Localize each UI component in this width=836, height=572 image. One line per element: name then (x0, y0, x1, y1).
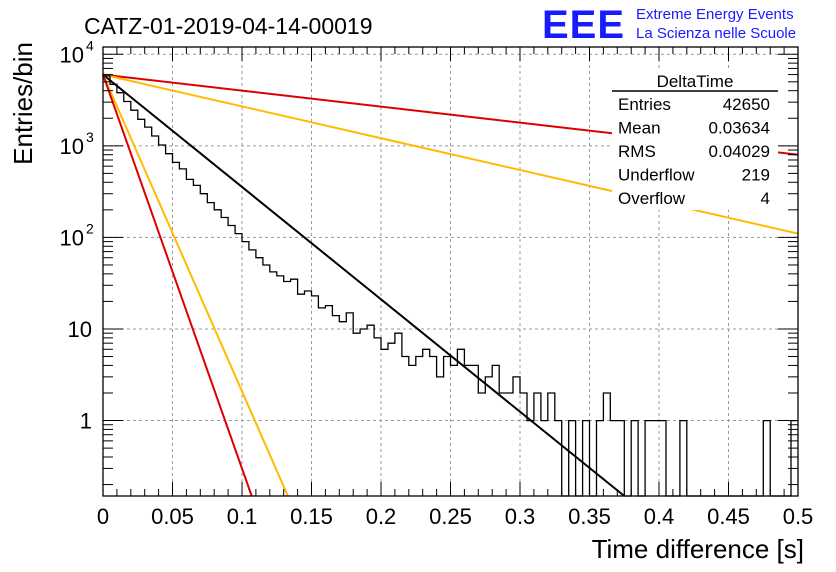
y-axis-label: Entries/bin (8, 42, 38, 165)
y-tick-label: 10 (68, 317, 92, 342)
stats-row-label: Mean (618, 119, 661, 138)
stats-row-value: 42650 (723, 95, 770, 114)
y-tick-label: 10 (60, 134, 84, 159)
x-tick-label: 0.1 (227, 504, 258, 529)
stats-box-title: DeltaTime (657, 72, 734, 91)
stats-row-value: 4 (761, 189, 770, 208)
eee-logo-mark: EEE (542, 3, 625, 47)
x-axis-ticks: 0 0.05 0.1 0.15 0.2 0.25 0.3 0.35 0.4 0.45 0.5 (97, 47, 813, 529)
x-tick-label: 0.15 (290, 504, 333, 529)
stats-row-label: Overflow (618, 189, 686, 208)
x-axis-label: Time difference [s] (592, 534, 804, 564)
x-tick-label: 0.4 (644, 504, 675, 529)
stats-box: DeltaTime Entries 42650 Mean 0.03634 RMS 0.04… (612, 70, 778, 210)
stats-box-rows: Entries 42650 Mean 0.03634 RMS 0.04029 Underfl… (618, 95, 770, 208)
x-tick-label: 0.45 (707, 504, 750, 529)
y-tick-exponent: 3 (86, 129, 94, 145)
fit-line (102, 73, 625, 497)
eee-logo-line2: La Scienza nelle Scuole (636, 25, 796, 42)
x-tick-label: 0.25 (429, 504, 472, 529)
x-tick-label: 0.3 (505, 504, 536, 529)
fit-line (102, 74, 289, 497)
stats-row-label: RMS (618, 142, 656, 161)
chart-title: CATZ-01-2019-04-14-00019 (84, 13, 373, 39)
stats-row-value: 0.03634 (709, 119, 770, 138)
stats-row-value: 0.04029 (709, 142, 770, 161)
x-tick-label: 0 (97, 504, 109, 529)
eee-logo-line1: Extreme Energy Events (636, 6, 794, 23)
stats-row-value: 219 (742, 166, 770, 185)
stats-row-label: Underflow (618, 166, 695, 185)
x-tick-label: 0.05 (151, 504, 194, 529)
x-tick-label: 0.2 (366, 504, 397, 529)
y-tick-label: 1 (80, 409, 92, 434)
stats-box-background (612, 70, 778, 210)
y-tick-label: 10 (60, 225, 84, 250)
histogram-outline (103, 75, 798, 497)
y-tick-exponent: 2 (86, 220, 94, 236)
x-tick-label: 0.35 (568, 504, 611, 529)
y-tick-label: 10 (60, 42, 84, 67)
y-tick-exponent: 4 (86, 37, 94, 53)
stats-row-label: Entries (618, 95, 671, 114)
x-tick-label: 0.5 (783, 504, 814, 529)
fit-line (102, 74, 253, 497)
